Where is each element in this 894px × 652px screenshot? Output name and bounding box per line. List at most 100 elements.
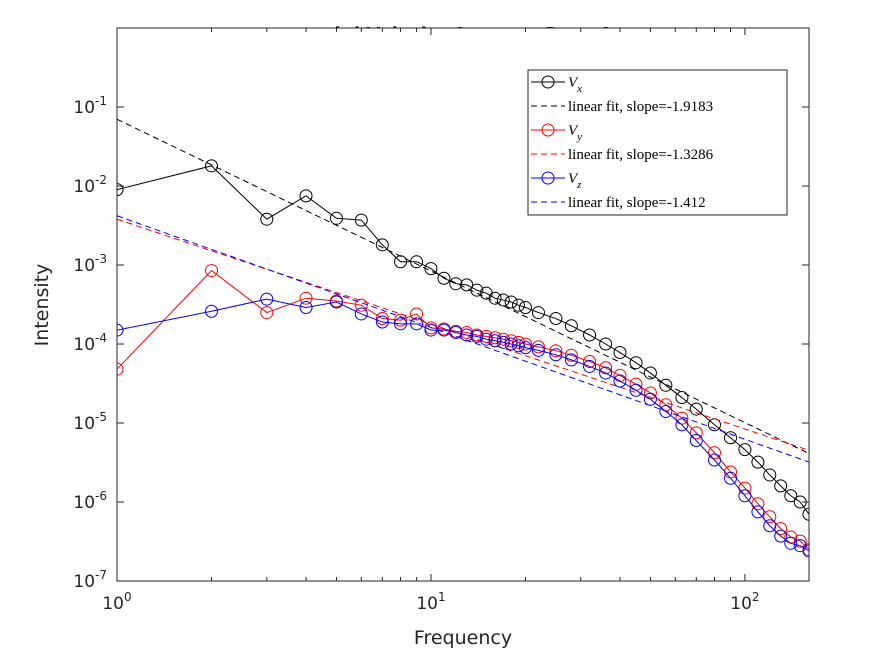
marker <box>659 404 673 418</box>
marker <box>511 339 525 353</box>
marker <box>707 418 721 432</box>
legend-marker <box>541 123 555 137</box>
legend-label: Vz <box>568 171 582 191</box>
marker <box>751 455 765 469</box>
marker <box>410 307 424 321</box>
marker <box>599 366 613 380</box>
marker <box>564 353 578 367</box>
marker <box>488 291 502 305</box>
marker <box>424 262 438 276</box>
marker <box>564 348 578 362</box>
marker <box>689 402 703 416</box>
marker <box>488 334 502 348</box>
marker <box>410 255 424 269</box>
y-tick-label: 10-2 <box>73 173 107 197</box>
marker <box>659 378 673 392</box>
marker <box>763 510 777 524</box>
marker <box>437 271 451 285</box>
marker <box>583 355 597 369</box>
marker <box>496 335 510 349</box>
y-tick-label: 10-7 <box>73 568 107 592</box>
series-line <box>117 298 809 552</box>
marker <box>354 307 368 321</box>
marker <box>260 292 274 306</box>
x-axis-label: Frequency <box>414 627 512 649</box>
marker <box>329 211 343 225</box>
marker <box>260 212 274 226</box>
marker <box>394 317 408 331</box>
marker <box>599 361 613 375</box>
marker <box>675 418 689 432</box>
marker <box>496 293 510 307</box>
marker <box>449 277 463 291</box>
marker <box>117 323 124 337</box>
marker <box>774 479 788 493</box>
marker <box>643 366 657 380</box>
marker <box>583 328 597 342</box>
marker <box>613 346 627 360</box>
fit-line <box>117 118 809 455</box>
marker <box>599 337 613 351</box>
marker <box>802 544 809 558</box>
y-axis-label: Intensity <box>31 264 53 347</box>
legend-label: linear fit, slope=-1.412 <box>568 195 706 211</box>
marker <box>724 431 738 445</box>
series-line <box>117 165 809 515</box>
marker <box>784 489 798 503</box>
marker <box>410 317 424 331</box>
marker <box>260 306 274 320</box>
marker <box>793 495 807 509</box>
marker <box>518 341 532 355</box>
y-tick-label: 10-5 <box>73 410 107 434</box>
marker <box>460 328 474 342</box>
marker <box>299 300 313 314</box>
marker <box>629 383 643 397</box>
x-tick-label: 102 <box>730 590 759 614</box>
marker <box>504 337 518 351</box>
legend-marker <box>541 75 555 89</box>
marker <box>583 359 597 373</box>
marker <box>689 434 703 448</box>
marker <box>504 295 518 309</box>
marker <box>689 426 703 440</box>
legend-box <box>527 69 788 216</box>
marker <box>518 337 532 351</box>
marker <box>564 319 578 333</box>
marker <box>479 329 493 343</box>
marker <box>643 392 657 406</box>
marker <box>205 264 219 278</box>
marker <box>549 348 563 362</box>
marker <box>531 343 545 357</box>
fit-line <box>117 215 809 463</box>
marker <box>738 443 752 457</box>
marker <box>375 312 389 326</box>
marker <box>784 536 798 550</box>
marker <box>299 291 313 305</box>
x-tick-label: 100 <box>102 590 131 614</box>
marker <box>205 304 219 318</box>
marker <box>375 238 389 252</box>
marker <box>763 468 777 482</box>
marker <box>802 507 809 521</box>
marker <box>117 183 124 197</box>
marker <box>504 334 518 348</box>
marker <box>724 471 738 485</box>
marker <box>675 391 689 405</box>
legend-label: Vx <box>568 75 582 95</box>
y-tick-label: 10-3 <box>73 252 107 276</box>
legend-marker <box>541 171 555 185</box>
marker <box>531 340 545 354</box>
marker <box>613 374 627 388</box>
y-tick-label: 10-1 <box>73 94 107 118</box>
marker <box>117 362 124 376</box>
marker <box>479 332 493 346</box>
plot <box>117 118 809 558</box>
marker <box>394 313 408 327</box>
marker <box>496 332 510 346</box>
legend-label: linear fit, slope=-1.3286 <box>568 147 714 163</box>
marker <box>763 519 777 533</box>
marker <box>531 306 545 320</box>
marker <box>354 213 368 227</box>
marker <box>329 295 343 309</box>
